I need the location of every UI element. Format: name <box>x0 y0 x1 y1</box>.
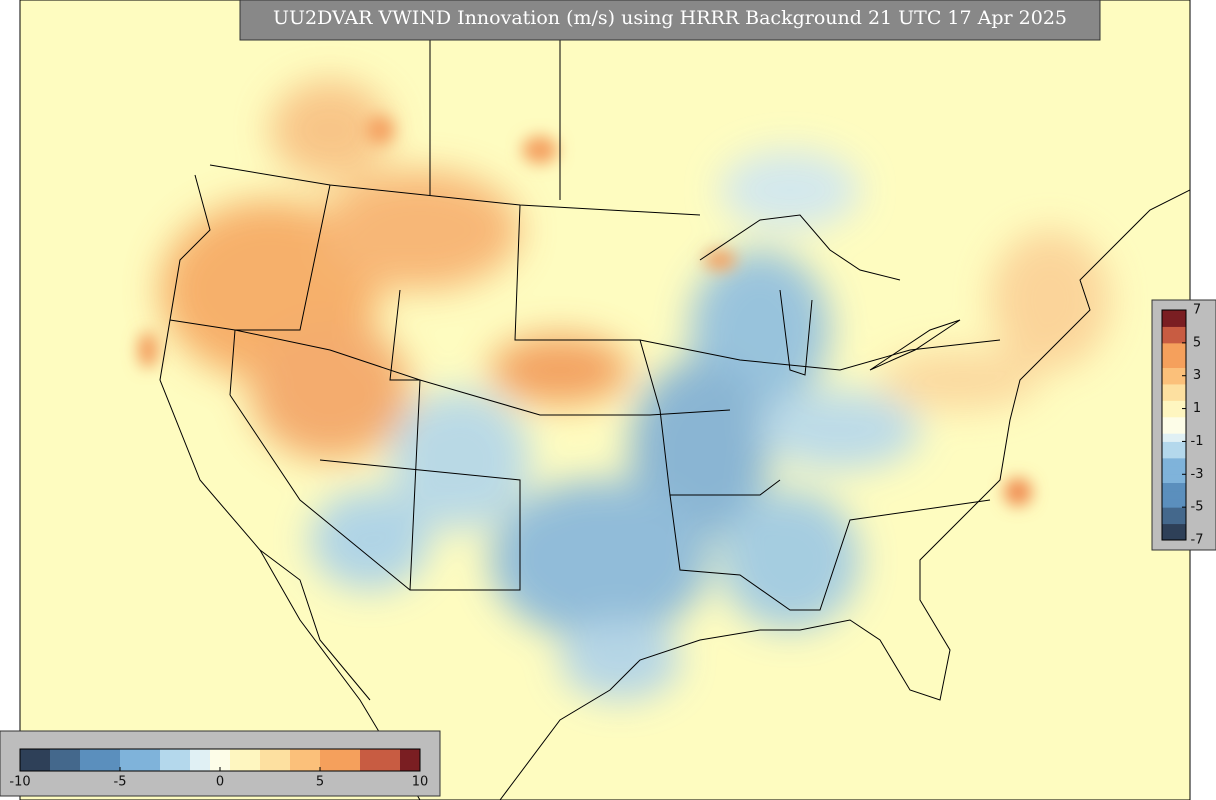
colorbar-segment <box>40 749 51 771</box>
colorbar-segment <box>1162 359 1186 368</box>
colorbar-segment <box>110 749 121 771</box>
colorbar-segment <box>320 749 331 771</box>
colorbar-segment <box>100 749 111 771</box>
colorbar-segment <box>1162 507 1186 516</box>
colorbar-segment <box>1162 416 1186 426</box>
colorbar-segment <box>1162 351 1186 360</box>
title-box <box>239 0 1101 41</box>
map-title: UU2DVAR VWIND Innovation (m/s) using HRR… <box>273 7 1067 29</box>
colorbar-segment <box>1162 342 1186 352</box>
colorbar-segment <box>1162 466 1186 475</box>
colorbar-segment <box>120 749 131 771</box>
colorbar-segment <box>240 749 251 771</box>
colorbar-segment <box>1162 318 1186 327</box>
colorbar-segment <box>340 749 351 771</box>
colorbar-outline <box>1161 309 1187 541</box>
colorbar-segment <box>1162 367 1186 377</box>
colorbar-segment <box>30 749 41 771</box>
colorbar-segment <box>130 749 141 771</box>
colorbar-segment <box>1162 375 1186 385</box>
colorbar-segment <box>1162 441 1186 451</box>
colorbar-segment <box>390 749 401 771</box>
colorbar-segment <box>300 749 311 771</box>
colorbar-segment <box>1162 515 1186 525</box>
colorbar-segment <box>1162 408 1186 418</box>
colorbar-segment <box>1162 531 1186 541</box>
colorbar-tick-label: 1 <box>1193 401 1201 416</box>
colorbar-segment <box>170 749 181 771</box>
colorbar-segment <box>140 749 151 771</box>
colorbar-tick-label: 3 <box>1193 368 1201 383</box>
colorbar-segment <box>260 749 271 771</box>
colorbar-segment <box>1162 474 1186 483</box>
colorbar-segment <box>290 749 301 771</box>
colorbar-segment <box>250 749 261 771</box>
colorbar-tick-label: 5 <box>1193 335 1201 350</box>
colorbar-segment <box>80 749 91 771</box>
colorbar-segment <box>280 749 291 771</box>
colorbar-segment <box>1162 392 1186 401</box>
colorbar-tick-label: 5 <box>316 775 324 790</box>
colorbar-segment <box>20 749 31 771</box>
colorbar-segment <box>1162 310 1186 319</box>
colorbar-tick-label: 10 <box>412 775 429 790</box>
colorbar-segment <box>50 749 61 771</box>
colorbar-right: 7 5 3 1 -1 -3 -5 -7 <box>1161 303 1204 548</box>
colorbar-segment <box>370 749 381 771</box>
colorbar-segment <box>190 749 201 771</box>
colorbar-tick-label: -3 <box>1191 467 1204 482</box>
colorbar-segment <box>90 749 101 771</box>
colorbar-segment <box>410 749 421 771</box>
colorbar-tick-label: -5 <box>114 775 127 790</box>
colorbar-segment <box>160 749 171 771</box>
colorbar-segment <box>1162 433 1186 442</box>
colorbar-tick-label: -10 <box>9 775 30 790</box>
colorbar-tick-label: -7 <box>1191 533 1204 548</box>
colorbar-segment <box>230 749 241 771</box>
colorbar-segment <box>210 749 221 771</box>
colorbar-segment <box>330 749 341 771</box>
colorbar-segment <box>1162 334 1186 344</box>
colorbar-segment <box>60 749 71 771</box>
colorbar-segment <box>1162 457 1186 467</box>
colorbar-segment <box>1162 523 1186 533</box>
colorbar-tick-label: -5 <box>1191 500 1204 515</box>
colorbar-segment <box>1162 498 1186 508</box>
colorbar-segment <box>1162 383 1186 393</box>
colorbar-segment <box>70 749 81 771</box>
colorbar-tick-label: 7 <box>1193 303 1201 318</box>
colorbar-segment <box>150 749 161 771</box>
coastlines <box>159 174 1190 800</box>
colorbar-segment <box>1162 490 1186 500</box>
colorbar-segment <box>180 749 191 771</box>
colorbar-segment <box>380 749 391 771</box>
colorbar-segment <box>1162 482 1186 492</box>
colorbar-segment <box>270 749 281 771</box>
colorbar-segment <box>360 749 371 771</box>
colorbar-tick-label: 0 <box>216 775 224 790</box>
colorbar-segment <box>1162 425 1186 434</box>
colorbar-bottom: -10 -5 0 5 10 <box>9 748 429 790</box>
colorbar-segment <box>1162 400 1186 410</box>
map-field <box>20 0 1190 800</box>
colorbar-segment <box>350 749 361 771</box>
colorbar-segment <box>310 749 321 771</box>
colorbar-tick-label: -1 <box>1191 434 1204 449</box>
colorbar-segment <box>200 749 211 771</box>
colorbar-segment <box>400 749 411 771</box>
colorbar-segment <box>220 749 231 771</box>
colorbar-segment <box>1162 326 1186 336</box>
colorbar-segment <box>1162 449 1186 459</box>
